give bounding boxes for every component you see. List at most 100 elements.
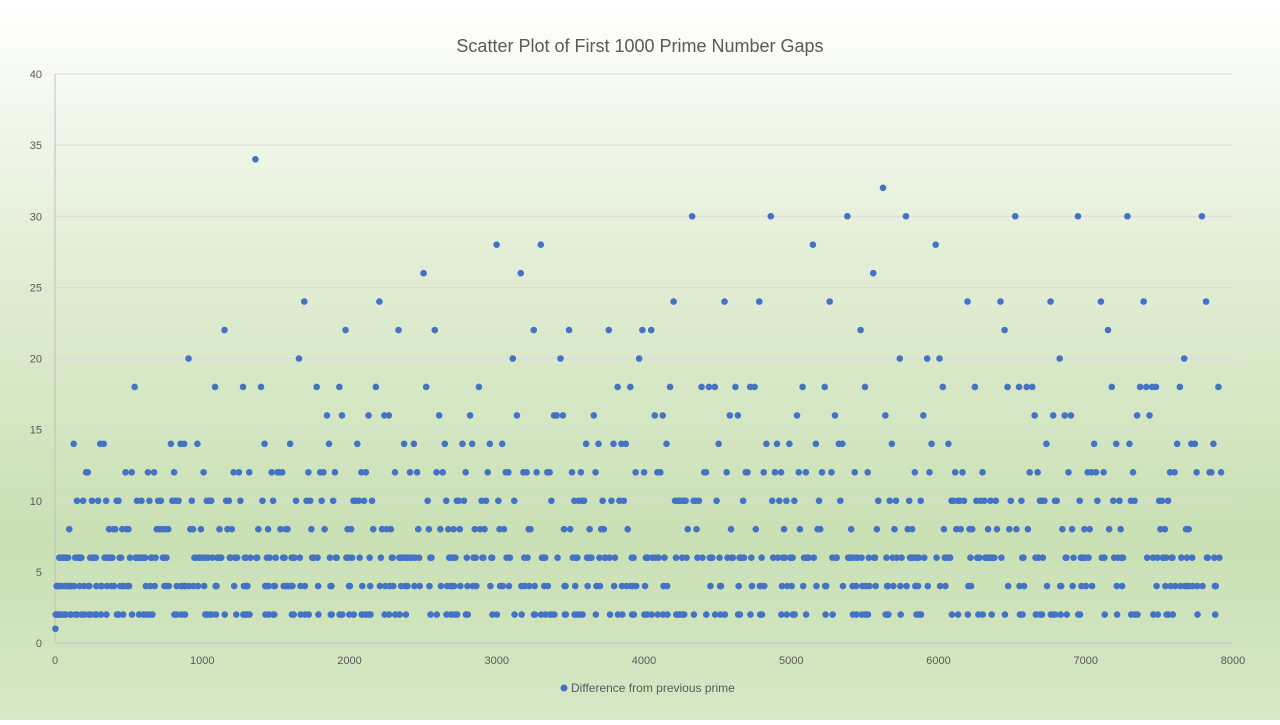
data-point [480, 554, 487, 561]
data-point [410, 440, 418, 448]
axes [54, 74, 1233, 644]
data-point [1133, 412, 1141, 419]
data-point [984, 525, 992, 533]
data-point [131, 383, 138, 391]
data-point [640, 469, 648, 476]
data-point [1116, 497, 1123, 505]
x-tick-label: 6000 [926, 655, 950, 667]
data-point [541, 554, 549, 561]
data-point [277, 525, 284, 533]
data-point [1067, 412, 1075, 419]
data-point [897, 582, 904, 590]
data-point [1004, 383, 1011, 391]
data-point [959, 469, 966, 476]
data-point [420, 269, 427, 277]
data-point [445, 525, 452, 533]
data-point [1211, 554, 1218, 561]
data-point [111, 525, 119, 533]
data-point [387, 525, 395, 533]
data-point [979, 469, 986, 476]
data-point [1051, 611, 1059, 618]
data-point [632, 469, 639, 476]
data-point [761, 582, 768, 590]
data-point [1006, 525, 1013, 533]
data-point [884, 611, 892, 618]
data-point [437, 582, 445, 590]
x-tick-label: 5000 [779, 655, 803, 667]
data-point [936, 582, 944, 590]
x-tick-label: 3000 [485, 655, 509, 667]
data-point [369, 525, 377, 533]
data-point [232, 611, 240, 618]
data-point [1136, 383, 1144, 391]
data-point [338, 412, 346, 419]
data-point [1105, 525, 1113, 533]
data-point [833, 554, 841, 561]
y-tick-label: 30 [30, 211, 42, 223]
data-point [627, 383, 634, 391]
data-point [406, 469, 414, 476]
data-point [635, 355, 643, 362]
data-point [853, 611, 860, 618]
data-point [1191, 440, 1199, 448]
data-point [769, 554, 777, 561]
data-point [122, 469, 129, 476]
y-tick-labels: 0 5 10 15 20 25 30 35 40 [30, 69, 42, 650]
data-point [78, 554, 85, 561]
data-point [468, 440, 476, 448]
y-tick-label: 25 [30, 282, 42, 294]
data-point [559, 412, 567, 419]
data-point [920, 554, 928, 561]
data-point [608, 497, 615, 505]
data-point [763, 440, 770, 448]
data-point [866, 582, 873, 590]
data-point [659, 412, 666, 419]
data-point [939, 383, 947, 391]
data-point [531, 611, 539, 618]
data-point [1202, 298, 1210, 305]
data-point [1113, 582, 1121, 590]
data-point [175, 497, 182, 505]
data-point [525, 582, 533, 590]
data-point [513, 412, 521, 419]
data-point [822, 582, 830, 590]
data-point [702, 611, 710, 618]
y-tick-label: 35 [30, 140, 42, 152]
data-point [1086, 525, 1094, 533]
data-point [1041, 497, 1048, 505]
data-point [864, 611, 872, 618]
data-point [948, 611, 956, 618]
data-point [1015, 383, 1023, 391]
data-point [1070, 554, 1077, 561]
data-point [1113, 611, 1121, 618]
data-point [157, 497, 165, 505]
data-point [1020, 554, 1027, 561]
data-point [936, 355, 943, 362]
data-point [1069, 582, 1076, 590]
data-point [574, 554, 581, 561]
data-point [748, 582, 756, 590]
data-point [180, 440, 188, 448]
data-point [771, 469, 779, 476]
data-point [998, 554, 1005, 561]
data-point [459, 440, 466, 448]
y-tick-label: 15 [30, 425, 42, 437]
data-point [729, 554, 737, 561]
data-point [735, 582, 742, 590]
data-point [788, 582, 795, 590]
data-point [810, 554, 818, 561]
data-point [1169, 554, 1176, 561]
data-point [979, 611, 987, 618]
data-point [828, 469, 835, 476]
data-point [1180, 355, 1188, 362]
data-point [654, 611, 661, 618]
data-point [518, 611, 525, 618]
data-point [780, 525, 788, 533]
data-point [622, 440, 630, 448]
data-point [415, 554, 423, 561]
data-point [661, 554, 668, 561]
data-point [326, 554, 334, 561]
data-point [684, 525, 692, 533]
legend-label: Difference from previous prime [571, 681, 735, 695]
data-point [1047, 298, 1054, 305]
